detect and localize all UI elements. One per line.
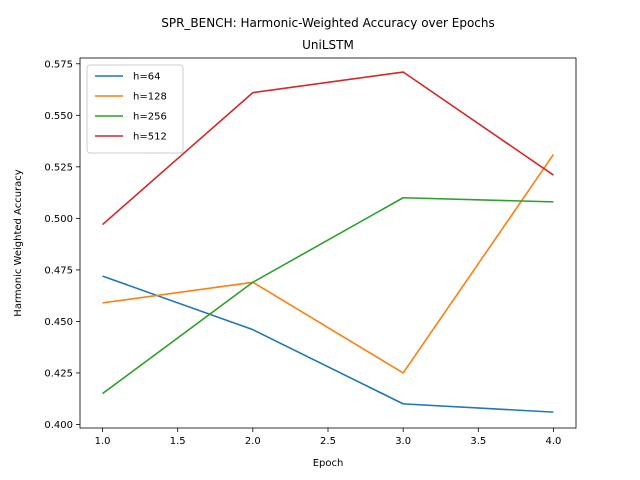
y-tick-label: 0.450 xyxy=(44,317,73,328)
y-tick-label: 0.500 xyxy=(44,214,73,225)
legend: h=64 h=128 h=256 h=512 xyxy=(86,64,184,154)
legend-entry-label: h=128 xyxy=(133,92,167,103)
y-tick-label: 0.550 xyxy=(44,111,73,122)
y-tick-label: 0.400 xyxy=(44,420,73,431)
y-axis-ticks: 0.400 0.425 0.450 0.475 0.500 0.525 0.550 0.575 xyxy=(44,59,80,431)
x-axis-label: Epoch xyxy=(313,458,344,469)
x-tick-label: 3.0 xyxy=(395,436,411,447)
series-line-h-128 xyxy=(102,154,555,374)
series-lines xyxy=(102,71,555,413)
legend-entry-label: h=64 xyxy=(133,72,160,83)
series-line-h-512 xyxy=(102,71,554,226)
series-line-h-64 xyxy=(102,275,554,413)
y-tick-label: 0.425 xyxy=(44,368,73,379)
x-tick-label: 2.0 xyxy=(245,436,261,447)
x-tick-label: 1.0 xyxy=(95,436,111,447)
y-tick-label: 0.575 xyxy=(44,59,73,70)
plot-frame xyxy=(79,57,577,429)
x-tick-label: 1.5 xyxy=(170,436,186,447)
x-tick-label: 2.5 xyxy=(320,436,336,447)
x-axis-ticks: 1.0 1.5 2.0 2.5 3.0 3.5 4.0 xyxy=(95,428,562,447)
legend-entry-label: h=512 xyxy=(133,132,167,143)
chart-subtitle: UniLSTM xyxy=(302,38,354,52)
legend-entry-label: h=256 xyxy=(133,112,167,123)
chart-title: SPR_BENCH: Harmonic-Weighted Accuracy ov… xyxy=(161,16,495,30)
x-tick-label: 4.0 xyxy=(546,436,562,447)
series-line-h-256 xyxy=(102,196,554,395)
y-tick-label: 0.525 xyxy=(44,162,73,173)
y-axis-label: Harmonic Weighted Accuracy xyxy=(13,169,24,316)
y-tick-label: 0.475 xyxy=(44,265,73,276)
legend-box xyxy=(86,64,184,154)
x-tick-label: 3.5 xyxy=(470,436,486,447)
